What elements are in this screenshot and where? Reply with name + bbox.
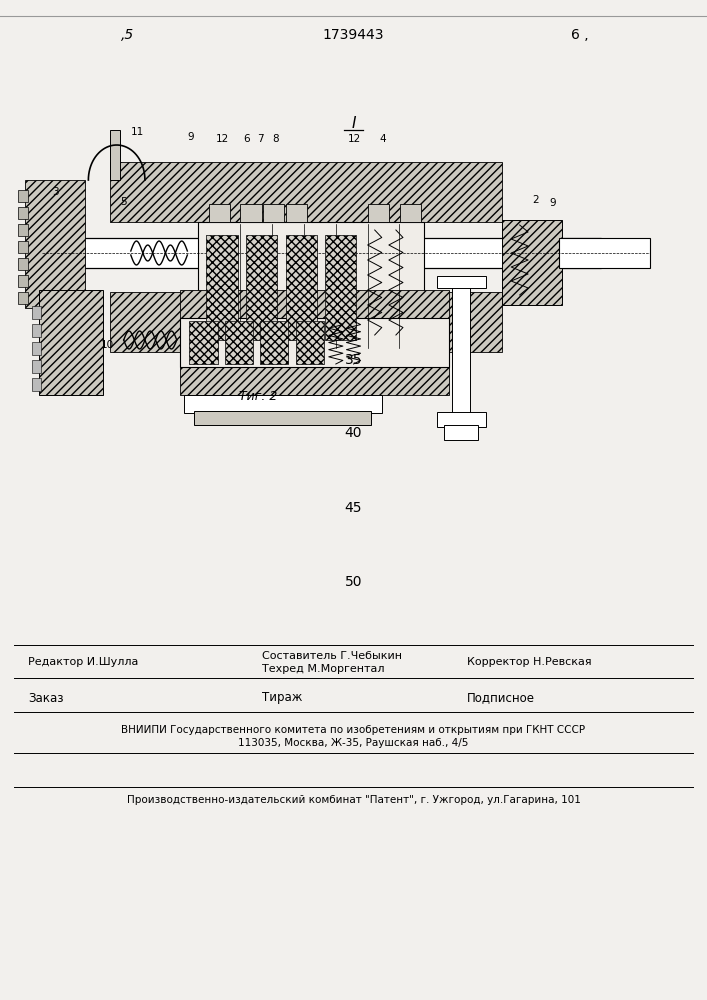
Bar (209, 204, 230, 222)
Bar (260, 321, 288, 364)
Bar (225, 321, 253, 364)
Bar (286, 204, 307, 222)
Text: ВНИИПИ Государственного комитета по изобретениям и открытиям при ГКНТ СССР: ВНИИПИ Государственного комитета по изоб… (122, 725, 585, 735)
Text: 12: 12 (349, 134, 361, 144)
Text: Заказ: Заказ (28, 692, 64, 704)
Bar (246, 235, 277, 340)
Bar (110, 162, 502, 222)
Text: Тираж: Тираж (262, 692, 302, 704)
Bar (18, 224, 28, 236)
Bar (286, 235, 317, 340)
Bar (559, 238, 650, 268)
Text: Подписное: Подписное (467, 692, 534, 704)
Bar (18, 241, 28, 253)
Text: 2: 2 (532, 195, 539, 205)
Text: 11: 11 (132, 127, 144, 137)
Bar (189, 321, 218, 364)
Text: 113035, Москва, Ж-35, Раушская наб., 4/5: 113035, Москва, Ж-35, Раушская наб., 4/5 (238, 738, 469, 748)
Bar (400, 204, 421, 222)
Text: 45: 45 (345, 501, 362, 515)
Bar (180, 290, 449, 318)
Bar (444, 425, 478, 440)
Bar (25, 180, 85, 308)
Bar (368, 204, 389, 222)
Text: 35: 35 (345, 353, 362, 367)
Bar (184, 395, 382, 413)
Text: 1739443: 1739443 (323, 28, 384, 42)
Text: 6: 6 (243, 134, 250, 144)
Bar (110, 130, 120, 180)
Bar (18, 292, 28, 304)
Bar (32, 306, 41, 319)
Bar (32, 378, 41, 391)
Text: Τиг. 2: Τиг. 2 (239, 390, 277, 403)
Bar (296, 321, 324, 364)
Bar (32, 360, 41, 373)
Text: Составитель Г.Чебыкин: Составитель Г.Чебыкин (262, 651, 402, 661)
Bar (180, 318, 449, 367)
Text: 8: 8 (272, 134, 279, 144)
Bar (18, 258, 28, 270)
Bar (437, 412, 486, 427)
Text: Корректор Н.Ревская: Корректор Н.Ревская (467, 657, 591, 667)
Bar (180, 367, 449, 395)
Bar (39, 290, 103, 395)
Bar (452, 280, 470, 425)
Text: 9: 9 (549, 198, 556, 208)
Text: 40: 40 (345, 426, 362, 440)
Text: 12: 12 (216, 134, 229, 144)
Bar (194, 411, 371, 425)
Bar (81, 238, 601, 268)
Bar (325, 235, 356, 340)
Bar (18, 207, 28, 219)
Text: 10: 10 (101, 340, 114, 350)
Text: Производственно-издательский комбинат "Патент", г. Ужгород, ул.Гагарина, 101: Производственно-издательский комбинат "П… (127, 795, 580, 805)
Bar (437, 276, 486, 288)
Text: ,5: ,5 (121, 28, 134, 42)
Text: 9: 9 (187, 132, 194, 142)
Bar (32, 342, 41, 355)
Bar (110, 292, 502, 352)
Bar (198, 222, 424, 350)
Text: I: I (351, 115, 356, 130)
Text: Техред М.Моргентал: Техред М.Моргентал (262, 664, 384, 674)
Text: 3: 3 (52, 187, 59, 197)
Bar (18, 190, 28, 202)
Bar (240, 204, 262, 222)
Text: 50: 50 (345, 575, 362, 589)
Text: 6 ,: 6 , (571, 28, 588, 42)
Text: Редактор И.Шулла: Редактор И.Шулла (28, 657, 139, 667)
Bar (18, 275, 28, 287)
Bar (502, 220, 562, 305)
Text: 5: 5 (119, 197, 127, 207)
Bar (206, 235, 238, 340)
Bar (263, 204, 284, 222)
Text: 7: 7 (257, 134, 264, 144)
Bar (32, 324, 41, 337)
Text: 4: 4 (379, 134, 386, 144)
